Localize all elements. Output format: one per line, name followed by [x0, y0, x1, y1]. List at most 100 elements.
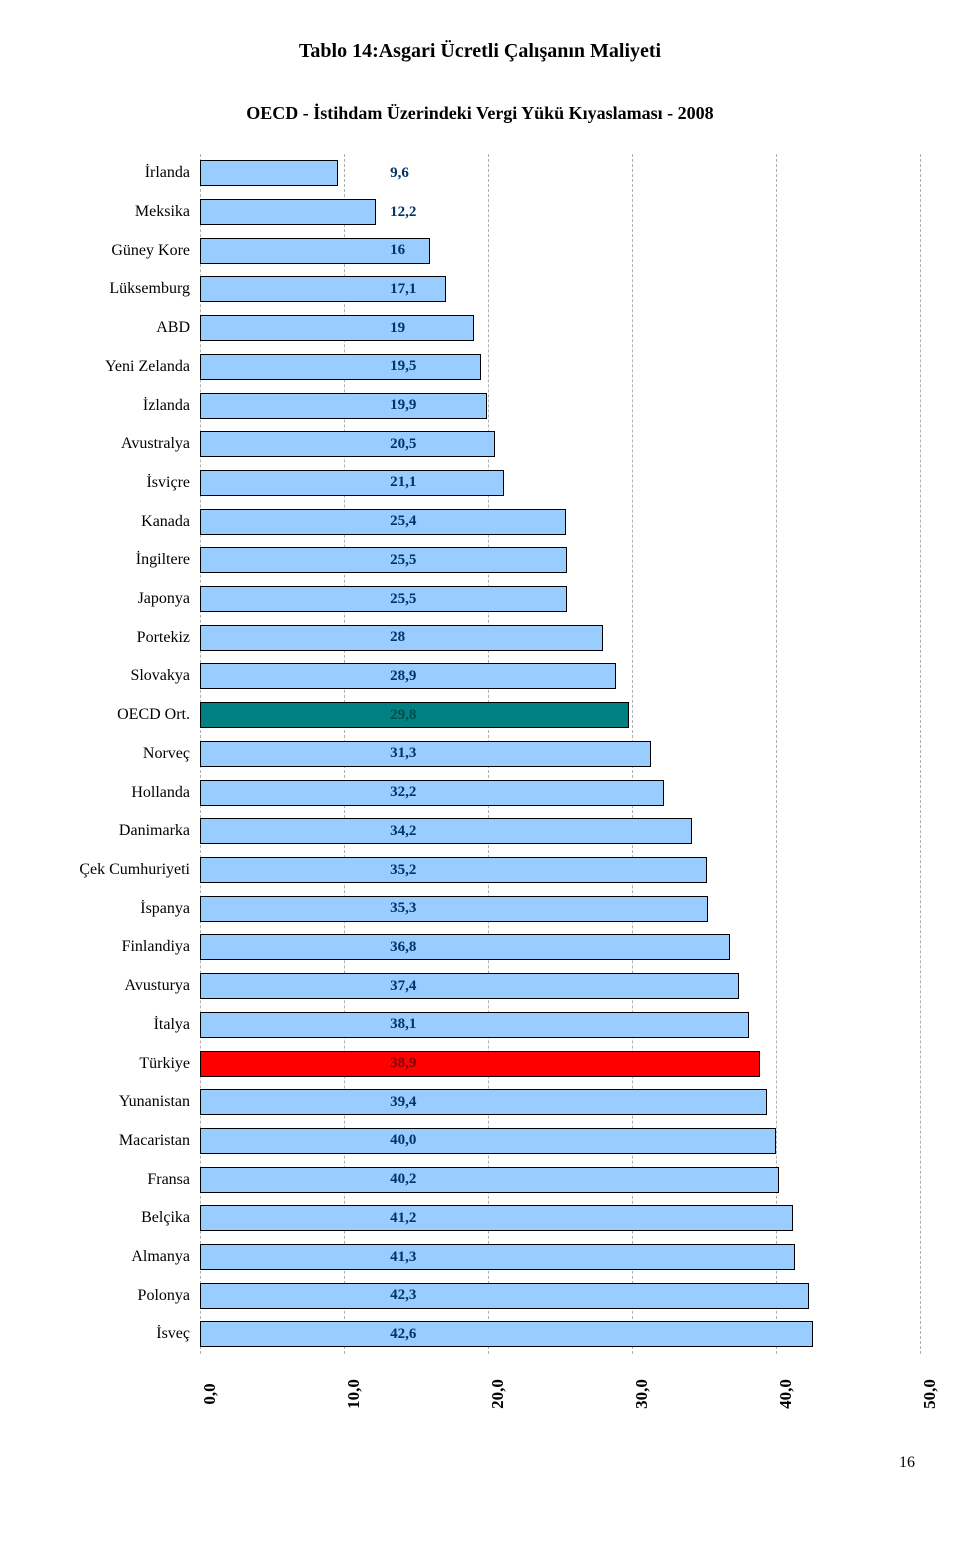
chart-row: Japonya25,5 — [200, 585, 920, 613]
page-number: 16 — [40, 1454, 915, 1472]
value-label: 36,8 — [390, 939, 416, 956]
category-label: Kanada — [60, 513, 190, 531]
value-label: 38,9 — [390, 1055, 416, 1072]
bar — [200, 857, 707, 883]
chart-row: Danimarka34,2 — [200, 817, 920, 845]
bar — [200, 470, 504, 496]
category-label: ABD — [60, 319, 190, 337]
bar — [200, 1244, 795, 1270]
bar — [200, 818, 692, 844]
value-label: 32,2 — [390, 784, 416, 801]
value-label: 25,5 — [390, 591, 416, 608]
chart-row: İzlanda19,9 — [200, 392, 920, 420]
value-label: 40,0 — [390, 1132, 416, 1149]
value-label: 41,3 — [390, 1249, 416, 1266]
category-label: Meksika — [60, 203, 190, 221]
chart-rows: İrlanda9,6Meksika12,2Güney Kore16Lüksemb… — [200, 154, 920, 1354]
axis-tick-label: 40,0 — [776, 1379, 796, 1409]
chart-row: Hollanda32,2 — [200, 779, 920, 807]
value-label: 31,3 — [390, 745, 416, 762]
chart-row: Yeni Zelanda19,5 — [200, 353, 920, 381]
chart-row: ABD19 — [200, 314, 920, 342]
chart-row: Portekiz28 — [200, 624, 920, 652]
axis-tick-label: 20,0 — [488, 1379, 508, 1409]
value-label: 16 — [390, 242, 405, 259]
value-label: 28,9 — [390, 668, 416, 685]
chart-row: Almanya41,3 — [200, 1243, 920, 1271]
bar — [200, 315, 474, 341]
bar — [200, 1205, 793, 1231]
value-label: 17,1 — [390, 281, 416, 298]
value-label: 40,2 — [390, 1171, 416, 1188]
category-label: İrlanda — [60, 164, 190, 182]
chart-row: İrlanda9,6 — [200, 159, 920, 187]
category-label: Finlandiya — [60, 938, 190, 956]
bar — [200, 1321, 813, 1347]
category-label: İzlanda — [60, 397, 190, 415]
chart-container: İrlanda9,6Meksika12,2Güney Kore16Lüksemb… — [60, 154, 920, 1424]
chart-row: Slovakya28,9 — [200, 662, 920, 690]
value-label: 39,4 — [390, 1094, 416, 1111]
category-label: Lüksemburg — [60, 280, 190, 298]
chart-row: İsviçre21,1 — [200, 469, 920, 497]
chart-row: Meksika12,2 — [200, 198, 920, 226]
bar — [200, 509, 566, 535]
chart-row: İngiltere25,5 — [200, 546, 920, 574]
value-label: 25,4 — [390, 513, 416, 530]
axis-tick-label: 30,0 — [632, 1379, 652, 1409]
value-label: 42,3 — [390, 1287, 416, 1304]
category-label: Japonya — [60, 590, 190, 608]
bar — [200, 780, 664, 806]
chart-row: Polonya42,3 — [200, 1282, 920, 1310]
value-label: 25,5 — [390, 552, 416, 569]
axis-tick-label: 50,0 — [920, 1379, 940, 1409]
category-label: Almanya — [60, 1248, 190, 1266]
chart-row: Finlandiya36,8 — [200, 933, 920, 961]
chart-row: Yunanistan39,4 — [200, 1088, 920, 1116]
value-label: 19,9 — [390, 397, 416, 414]
category-label: Güney Kore — [60, 242, 190, 260]
value-label: 38,1 — [390, 1016, 416, 1033]
chart-x-axis: 0,010,020,030,040,050,0 — [200, 1364, 920, 1424]
category-label: Slovakya — [60, 667, 190, 685]
bar — [200, 973, 739, 999]
category-label: Belçika — [60, 1209, 190, 1227]
category-label: OECD Ort. — [60, 706, 190, 724]
bar — [200, 354, 481, 380]
bar — [200, 1128, 776, 1154]
chart-row: Güney Kore16 — [200, 237, 920, 265]
chart-row: Kanada25,4 — [200, 508, 920, 536]
category-label: Danimarka — [60, 822, 190, 840]
category-label: Yunanistan — [60, 1093, 190, 1111]
category-label: Hollanda — [60, 784, 190, 802]
category-label: Çek Cumhuriyeti — [60, 861, 190, 879]
axis-tick-label: 0,0 — [200, 1383, 220, 1404]
value-label: 12,2 — [390, 204, 416, 221]
category-label: Yeni Zelanda — [60, 358, 190, 376]
chart-row: OECD Ort.29,8 — [200, 701, 920, 729]
value-label: 9,6 — [390, 165, 409, 182]
bar — [200, 1283, 809, 1309]
bar — [200, 1167, 779, 1193]
bar — [200, 393, 487, 419]
category-label: Norveç — [60, 745, 190, 763]
bar — [200, 547, 567, 573]
value-label: 29,8 — [390, 707, 416, 724]
category-label: Fransa — [60, 1171, 190, 1189]
chart-row: Avusturya37,4 — [200, 972, 920, 1000]
chart-row: İsveç42,6 — [200, 1320, 920, 1348]
axis-tick-label: 10,0 — [344, 1379, 364, 1409]
value-label: 37,4 — [390, 978, 416, 995]
chart-row: Türkiye38,9 — [200, 1050, 920, 1078]
chart-row: Avustralya20,5 — [200, 430, 920, 458]
category-label: Avusturya — [60, 977, 190, 995]
value-label: 35,3 — [390, 900, 416, 917]
value-label: 28 — [390, 629, 405, 646]
category-label: İspanya — [60, 900, 190, 918]
page-title: Tablo 14:Asgari Ücretli Çalışanın Maliye… — [40, 40, 920, 63]
category-label: İsveç — [60, 1325, 190, 1343]
chart-row: İspanya35,3 — [200, 895, 920, 923]
value-label: 42,6 — [390, 1326, 416, 1343]
bar — [200, 1051, 760, 1077]
bar — [200, 741, 651, 767]
